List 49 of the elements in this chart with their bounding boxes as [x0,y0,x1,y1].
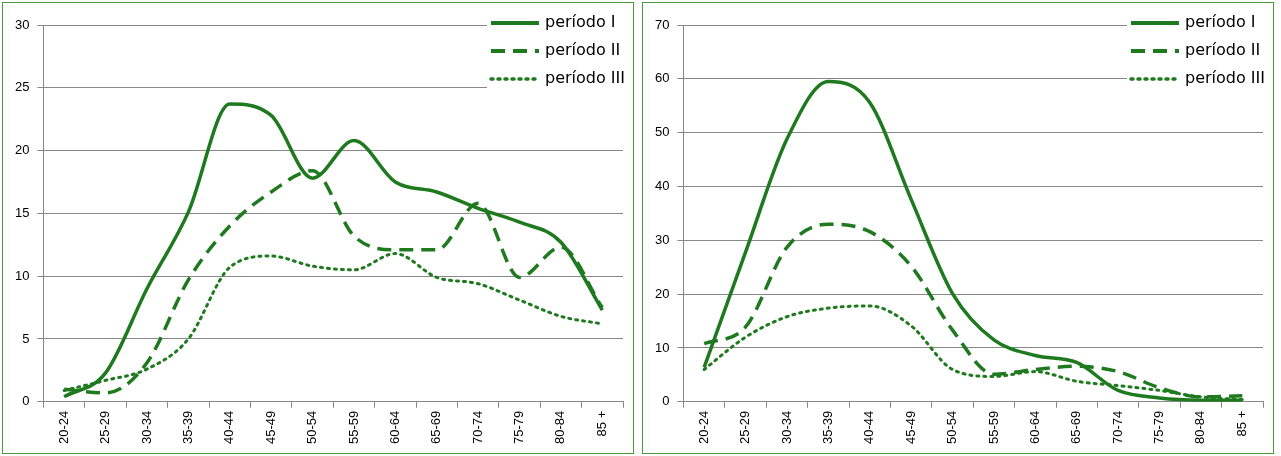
y-tick-label: 5 [22,330,30,346]
x-tick-label: 35-39 [819,410,835,444]
x-tick-label: 85 + [593,410,609,437]
y-tick-label: 0 [22,393,30,409]
x-tick-label: 20-24 [55,410,71,444]
legend-label: período III [1185,68,1265,88]
y-tick-label: 60 [654,70,670,86]
x-tick-label: 80-84 [552,410,568,444]
x-tick-label: 65-69 [1068,410,1084,444]
legend-label: período I [1185,12,1256,32]
x-tick-label: 70-74 [1109,410,1125,444]
x-tick-label: 45-49 [262,410,278,444]
x-tick-label: 80-84 [1192,410,1208,444]
y-tick-label: 50 [654,124,670,140]
y-tick-label: 10 [14,267,30,283]
x-tick-label: 70-74 [469,410,485,444]
y-tick-label: 20 [654,285,670,301]
x-tick-label: 45-49 [902,410,918,444]
x-tick-label: 30-34 [778,410,794,444]
y-tick-label: 10 [654,339,670,355]
x-tick-label: 75-79 [1151,410,1167,444]
x-tick-label: 30-34 [138,410,154,444]
x-tick-label: 40-44 [221,410,237,444]
y-tick-label: 15 [14,204,30,220]
y-tick-label: 25 [14,79,30,95]
x-tick-label: 60-64 [1026,410,1042,444]
legend-label: período II [545,40,621,60]
y-tick-label: 30 [14,16,30,32]
y-tick-label: 20 [14,142,30,158]
x-tick-label: 85 + [1233,410,1249,437]
legend-label: período III [545,68,625,88]
x-tick-label: 25-29 [97,410,113,444]
y-tick-label: 70 [654,16,670,32]
x-tick-label: 75-79 [511,410,527,444]
x-tick-label: 65-69 [428,410,444,444]
x-tick-label: 60-64 [386,410,402,444]
x-tick-label: 35-39 [179,410,195,444]
x-tick-label: 55-59 [345,410,361,444]
x-tick-label: 55-59 [985,410,1001,444]
x-tick-label: 40-44 [861,410,877,444]
x-tick-label: 25-29 [737,410,753,444]
legend-label: período I [545,12,616,32]
legend-label: período II [1185,40,1261,60]
y-tick-label: 0 [662,393,670,409]
y-tick-label: 40 [654,178,670,194]
x-tick-label: 20-24 [695,410,711,444]
x-tick-label: 50-54 [304,410,320,444]
y-tick-label: 30 [654,231,670,247]
x-tick-label: 50-54 [944,410,960,444]
